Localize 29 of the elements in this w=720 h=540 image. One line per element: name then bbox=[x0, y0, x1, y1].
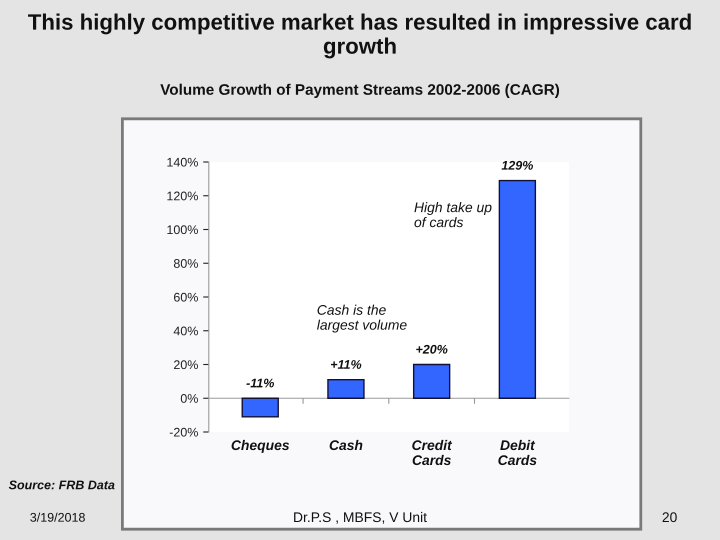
y-tick-label: 40% bbox=[174, 326, 198, 336]
bar bbox=[242, 398, 279, 418]
data-label: 129% bbox=[502, 160, 534, 170]
bar bbox=[412, 364, 450, 399]
source-note: Source: FRB Data bbox=[8, 480, 115, 490]
text: 3/19/2018 bbox=[30, 512, 85, 522]
text: 20 bbox=[662, 512, 677, 522]
x-tick-label: Cash bbox=[330, 440, 362, 450]
x-tick-label: Cheques bbox=[232, 440, 290, 453]
y-tick-label: 140% bbox=[167, 158, 198, 167]
text: Dr.P.S , MBFS, V Unit bbox=[294, 512, 427, 524]
y-tick-label: 20% bbox=[174, 360, 198, 370]
x-tick-label: Credit Cards bbox=[412, 440, 452, 466]
data-label: +11% bbox=[331, 360, 362, 369]
y-tick-label: 100% bbox=[167, 225, 198, 234]
data-label: +20% bbox=[416, 344, 448, 354]
y-tick-label: 80% bbox=[174, 259, 198, 268]
annotation: High take up of cards bbox=[414, 202, 492, 228]
y-tick-label: 0% bbox=[180, 394, 198, 403]
chart-title: This highly competitive market has resulted in impressive card growth bbox=[28, 14, 691, 58]
x-tick-label: Debit Cards bbox=[498, 440, 537, 466]
y-tick-label: 120% bbox=[167, 192, 198, 200]
y-tick-label: -20% bbox=[170, 428, 198, 437]
data-label: -11% bbox=[246, 378, 274, 388]
chart-subtitle: Volume Growth of Payment Streams 2002-2006 (CAGR) bbox=[160, 84, 560, 98]
y-tick-label: 60% bbox=[174, 292, 198, 302]
bar bbox=[498, 180, 536, 399]
annotation: Cash is the largest volume bbox=[317, 304, 407, 333]
bar bbox=[327, 378, 365, 399]
